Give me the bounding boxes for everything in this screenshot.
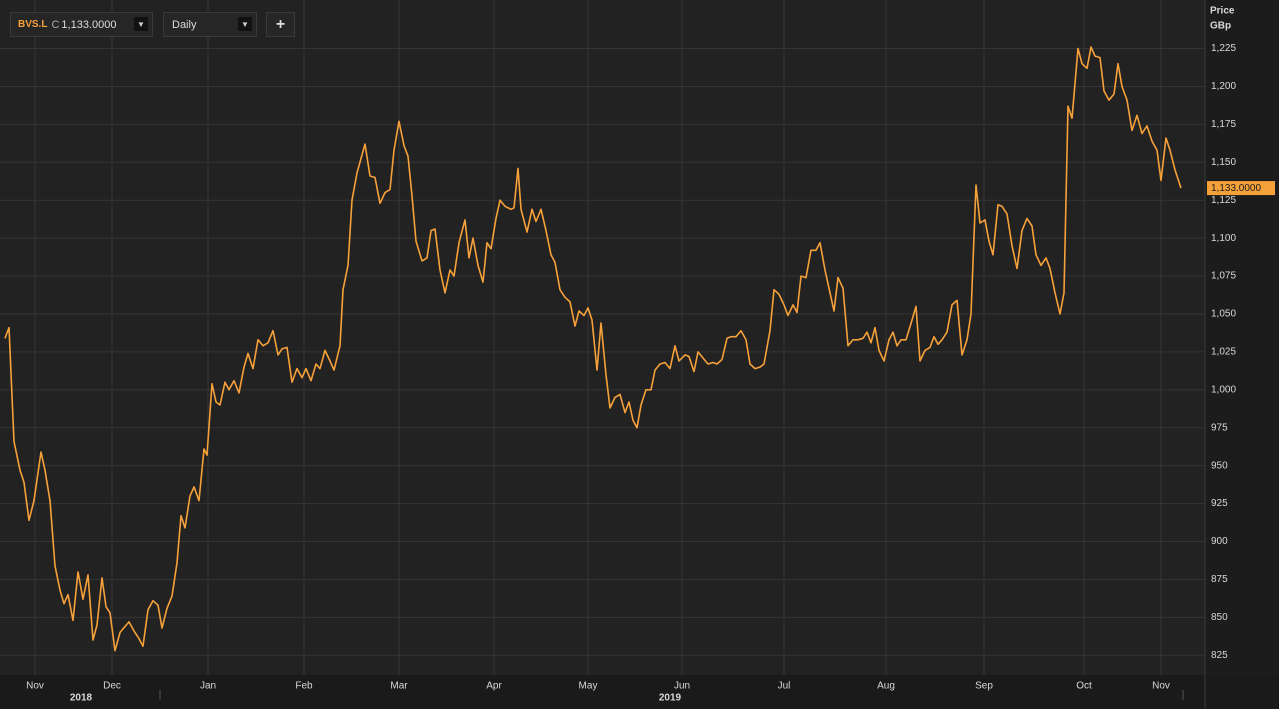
x-tick-label: Jun: [674, 681, 690, 692]
dropdown-arrow[interactable]: ▼: [238, 17, 252, 31]
interval: Daily: [172, 18, 197, 31]
y-tick-label: 1,050: [1211, 309, 1236, 320]
x-tick-label: Nov: [26, 681, 44, 692]
x-tick-label: Aug: [877, 681, 895, 692]
interval-box[interactable]: Daily ▼: [163, 12, 257, 37]
close-value: 1,133.0000: [61, 18, 117, 31]
x-tick-label: Mar: [390, 681, 408, 692]
y-tick-label: 1,225: [1211, 43, 1236, 54]
x-tick-label: Oct: [1076, 681, 1092, 692]
y-tick-label: 1,150: [1211, 157, 1236, 168]
y-tick-label: 1,000: [1211, 384, 1236, 395]
y-tick-label: 925: [1211, 498, 1228, 509]
price-line: [4, 46, 1182, 652]
y-tick-label: 875: [1211, 574, 1228, 585]
y-tick-label: 1,125: [1211, 195, 1236, 206]
close-label: C: [51, 18, 60, 31]
y-tick-label: 825: [1211, 650, 1228, 661]
add-button[interactable]: +: [266, 12, 295, 37]
y-tick-label: 1,075: [1211, 271, 1236, 282]
last-price-label: 1,133.0000: [1211, 183, 1261, 194]
year-label: 2018: [70, 693, 93, 704]
symbol-box[interactable]: BVS.L C 1,133.0000 ▼: [10, 12, 153, 37]
x-axis-strip: [0, 675, 1279, 709]
x-tick-label: Dec: [103, 681, 121, 692]
x-tick-label: May: [579, 681, 598, 692]
year-label: 2019: [659, 693, 682, 704]
y-axis-label: Price: [1210, 6, 1235, 17]
y-tick-label: 1,025: [1211, 347, 1236, 358]
x-tick-label: Nov: [1152, 681, 1170, 692]
x-tick-label: Sep: [975, 681, 993, 692]
x-tick-label: Jan: [200, 681, 216, 692]
y-tick-label: 1,100: [1211, 233, 1236, 244]
add-icon: +: [275, 15, 286, 33]
symbol: BVS.L: [18, 19, 48, 30]
y-tick-label: 850: [1211, 612, 1228, 623]
y-tick-label: 975: [1211, 422, 1228, 433]
last-price-tag: [1207, 181, 1275, 196]
y-tick-label: 900: [1211, 536, 1228, 547]
dropdown-arrow[interactable]: ▼: [134, 17, 148, 31]
y-tick-label: 1,175: [1211, 119, 1236, 130]
x-tick-label: Feb: [295, 681, 313, 692]
y-axis-unit: GBp: [1210, 21, 1231, 32]
y-tick-label: 950: [1211, 460, 1228, 471]
x-tick-label: Apr: [486, 681, 502, 692]
x-tick-label: Jul: [778, 681, 791, 692]
y-tick-label: 1,200: [1211, 81, 1236, 92]
